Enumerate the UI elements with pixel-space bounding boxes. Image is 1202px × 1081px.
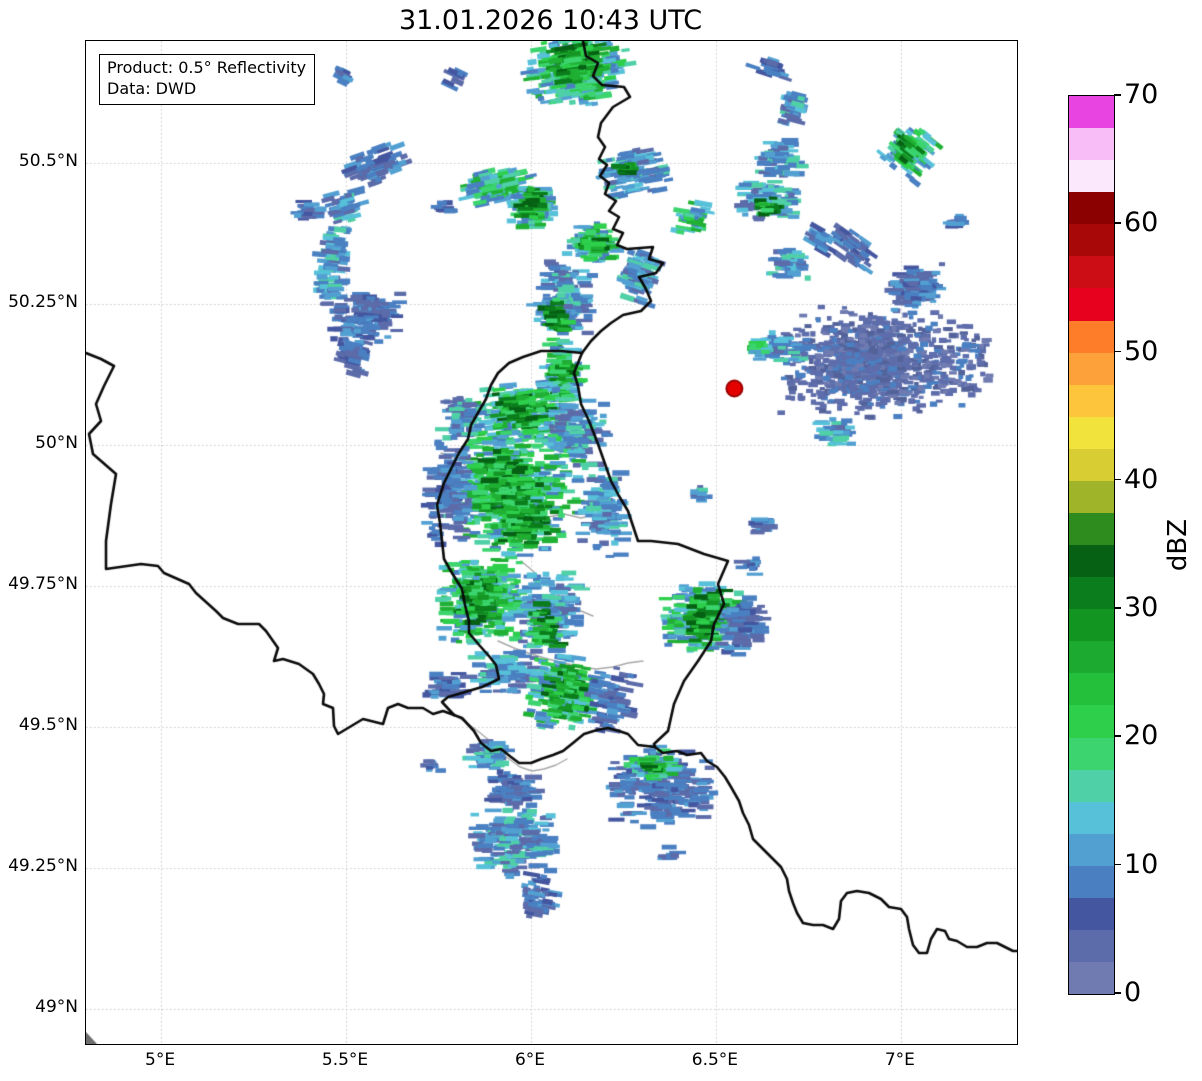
colorbar-tick-label: 60 bbox=[1124, 207, 1159, 239]
colorbar-segment bbox=[1069, 962, 1114, 995]
colorbar-segment bbox=[1069, 930, 1114, 963]
colorbar-segment bbox=[1069, 192, 1114, 225]
product-info-box: Product: 0.5° Reflectivity Data: DWD bbox=[99, 54, 316, 105]
colorbar-tick-mark bbox=[1114, 735, 1121, 738]
radar-canvas bbox=[86, 41, 1017, 1044]
colorbar-tick-mark bbox=[1114, 478, 1121, 481]
x-axis-tick-label: 6.5°E bbox=[691, 1050, 739, 1070]
colorbar-tick-label: 20 bbox=[1124, 720, 1159, 752]
colorbar-tick-label: 30 bbox=[1124, 592, 1159, 624]
colorbar-tick-mark bbox=[1114, 992, 1121, 994]
colorbar-tick-mark bbox=[1114, 350, 1121, 353]
map-area: Product: 0.5° Reflectivity Data: DWD bbox=[85, 40, 1018, 1045]
colorbar-segment bbox=[1069, 897, 1114, 931]
colorbar-segment bbox=[1069, 769, 1114, 802]
colorbar-segment bbox=[1069, 160, 1114, 193]
colorbar-segment bbox=[1069, 320, 1114, 353]
colorbar-tick-label: 40 bbox=[1124, 463, 1159, 495]
y-axis-tick-label: 50.25°N bbox=[8, 291, 78, 312]
colorbar-segment bbox=[1069, 128, 1114, 161]
colorbar-segment bbox=[1069, 513, 1114, 546]
colorbar-segment bbox=[1069, 545, 1114, 578]
colorbar-segment bbox=[1069, 801, 1114, 834]
y-axis-tick-label: 49.75°N bbox=[8, 573, 78, 594]
y-axis-tick-label: 49.5°N bbox=[18, 714, 78, 735]
colorbar-tick-mark bbox=[1114, 607, 1121, 609]
x-axis-tick-label: 5.5°E bbox=[321, 1050, 369, 1070]
colorbar-segment bbox=[1069, 352, 1114, 385]
colorbar-segment bbox=[1069, 641, 1114, 674]
colorbar-segment bbox=[1069, 480, 1114, 514]
x-axis-tick-label: 7°E bbox=[884, 1050, 915, 1070]
colorbar-segment bbox=[1069, 577, 1114, 610]
colorbar-tick-mark bbox=[1114, 863, 1121, 866]
x-axis-tick-label: 5°E bbox=[145, 1050, 176, 1070]
colorbar-segment bbox=[1069, 705, 1114, 738]
colorbar-segment bbox=[1069, 288, 1114, 321]
colorbar-segment bbox=[1069, 609, 1114, 642]
colorbar-unit-label: dBZ bbox=[1163, 518, 1193, 572]
colorbar-segment bbox=[1069, 384, 1114, 417]
y-axis-tick-label: 50.5°N bbox=[18, 150, 78, 171]
y-axis-tick-label: 49.25°N bbox=[8, 855, 78, 876]
x-axis-tick-label: 6°E bbox=[514, 1050, 545, 1070]
colorbar-segment bbox=[1069, 865, 1114, 898]
colorbar-tick-label: 0 bbox=[1124, 977, 1142, 1008]
data-source-label: Data: DWD bbox=[107, 78, 197, 98]
y-axis-tick-label: 50°N bbox=[35, 432, 78, 453]
colorbar-tick-mark bbox=[1114, 94, 1121, 96]
colorbar bbox=[1068, 95, 1115, 995]
y-axis-tick-label: 49°N bbox=[35, 997, 78, 1018]
colorbar-segment bbox=[1069, 673, 1114, 706]
plot-title: 31.01.2026 10:43 UTC bbox=[398, 5, 703, 36]
colorbar-segment bbox=[1069, 448, 1114, 481]
colorbar-tick-mark bbox=[1114, 222, 1121, 224]
colorbar-segment bbox=[1069, 256, 1114, 289]
product-label: Product: 0.5° Reflectivity bbox=[107, 58, 307, 77]
colorbar-segment bbox=[1069, 96, 1114, 129]
colorbar-segment bbox=[1069, 416, 1114, 449]
colorbar-tick-label: 10 bbox=[1124, 848, 1159, 880]
colorbar-segment bbox=[1069, 737, 1114, 770]
colorbar-segment bbox=[1069, 833, 1114, 866]
colorbar-tick-label: 70 bbox=[1124, 79, 1159, 110]
colorbar-segment bbox=[1069, 224, 1114, 257]
colorbar-tick-label: 50 bbox=[1124, 335, 1159, 367]
